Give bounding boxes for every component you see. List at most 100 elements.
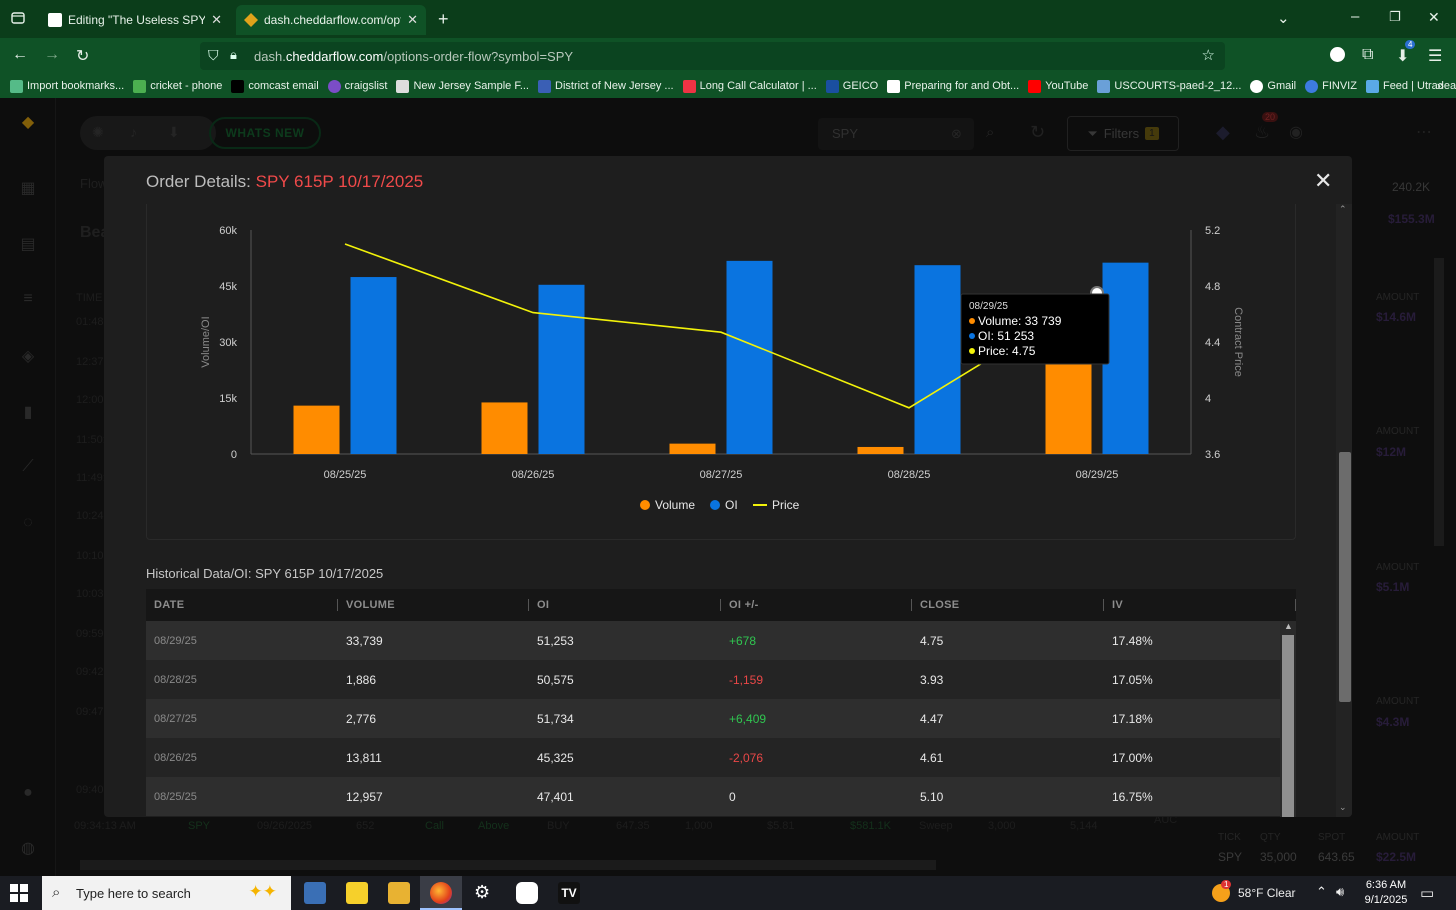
oi-bar[interactable] — [538, 284, 585, 454]
volume-bar[interactable] — [669, 443, 716, 454]
shield-icon[interactable]: ⛉ — [208, 47, 219, 63]
restore-button[interactable]: ❐ — [1389, 9, 1401, 24]
fire-icon[interactable]: ♨ — [1254, 122, 1271, 142]
user-icon[interactable]: ◍ — [21, 840, 35, 857]
firefox-taskbar-button[interactable] — [420, 876, 462, 910]
settings-gear-icon[interactable]: ⚙ — [474, 882, 491, 902]
bookmark-item[interactable]: Feed | Utradea — [1365, 79, 1456, 93]
close-tab-icon[interactable]: ✕ — [407, 12, 418, 27]
bookmark-item[interactable]: Import bookmarks... — [10, 79, 124, 93]
oi-bar[interactable] — [350, 277, 397, 454]
bookmark-item[interactable]: FINVIZ — [1305, 79, 1357, 93]
calculator-icon[interactable] — [304, 882, 326, 904]
bookmark-item[interactable]: craigslist — [327, 79, 387, 93]
bookmark-item[interactable]: YouTube — [1028, 79, 1088, 93]
line-chart-icon[interactable]: ⟋ — [22, 458, 34, 475]
calendar-icon[interactable]: ▤ — [20, 236, 36, 253]
oi-bar[interactable] — [726, 260, 773, 454]
bookmark-item[interactable]: Preparing for and Obt... — [887, 79, 1019, 93]
bookmark-item[interactable]: Long Call Calculator | ... — [682, 79, 817, 93]
oi-bar[interactable] — [1102, 262, 1149, 454]
volume-icon[interactable]: 🔊︎ — [1336, 884, 1345, 899]
eye-icon[interactable]: ◉ — [1289, 124, 1303, 141]
volume-bar[interactable] — [481, 402, 528, 454]
more-bookmarks-chevron-icon[interactable]: » — [1436, 78, 1444, 93]
bookmark-item[interactable]: USCOURTS-paed-2_12... — [1097, 79, 1241, 93]
window-close-button[interactable]: ✕ — [1428, 9, 1440, 25]
volume-bar[interactable] — [857, 446, 904, 454]
close-icon[interactable]: ✕ — [1314, 168, 1333, 193]
col-iv[interactable]: IV — [1104, 589, 1296, 621]
tradingview-icon[interactable]: TV — [558, 882, 580, 904]
sound-icon[interactable]: ♪ — [130, 124, 137, 140]
legend-item-volume[interactable]: Volume — [640, 498, 695, 512]
bg-horizontal-scrollbar[interactable] — [80, 860, 936, 870]
account-icon[interactable] — [1330, 47, 1345, 62]
more-options-icon[interactable]: ⋯ — [1416, 124, 1432, 141]
table-row[interactable]: 08/29/25 33,739 51,253 +678 4.75 17.48% — [146, 621, 1296, 660]
back-arrow-icon[interactable]: ← — [12, 46, 28, 63]
sticky-notes-icon[interactable] — [346, 882, 368, 904]
scroll-down-arrow-icon[interactable]: ⌄ — [1339, 802, 1347, 812]
app-icon[interactable] — [516, 882, 538, 904]
scroll-up-arrow-icon[interactable]: ⌃ — [1339, 204, 1347, 214]
col-date[interactable]: DATE — [146, 589, 338, 621]
forward-arrow-icon[interactable]: → — [44, 46, 60, 63]
table-scroll-thumb[interactable] — [1282, 635, 1294, 817]
volume-bar[interactable] — [293, 405, 340, 454]
windows-start-icon[interactable] — [10, 884, 28, 902]
notifications-icon[interactable]: ▭ — [1420, 885, 1435, 902]
table-row[interactable]: 08/26/25 13,811 45,325 -2,076 4.61 17.00… — [146, 738, 1296, 777]
modal-scroll-thumb[interactable] — [1339, 452, 1351, 702]
minimize-button[interactable]: – — [1351, 8, 1360, 25]
col-oi-change[interactable]: OI +/- — [721, 589, 912, 621]
list-icon[interactable]: ≡ — [23, 290, 33, 307]
tab-cheddarflow[interactable]: dash.cheddarflow.com/options- ✕ — [236, 5, 426, 35]
tab-overview-icon[interactable] — [10, 10, 26, 30]
taskbar-search-input[interactable]: ⌕ Type here to search ✦✦ — [42, 876, 291, 910]
list-tabs-chevron-icon[interactable]: ⌄ — [1277, 10, 1290, 27]
refresh-icon[interactable]: ↻ — [1030, 122, 1046, 142]
extensions-puzzle-icon[interactable]: ⧉ — [1362, 46, 1374, 63]
tab-editing-review[interactable]: Editing "The Useless SPY Review ✕ — [40, 5, 230, 35]
legend-item-oi[interactable]: OI — [710, 498, 738, 512]
bar-chart-icon[interactable]: ▮ — [23, 404, 33, 421]
url-bar[interactable]: ⛉ 🔒︎ dash. cheddarflow.com/options-order-… — [200, 42, 1225, 70]
reload-icon[interactable]: ↻ — [76, 48, 90, 65]
bookmark-item[interactable]: cricket - phone — [133, 79, 222, 93]
close-tab-icon[interactable]: ✕ — [211, 12, 222, 27]
table-scrollbar[interactable]: ▲ — [1280, 621, 1296, 817]
download-icon[interactable]: ⬇ — [168, 124, 180, 140]
tray-chevron-up-icon[interactable]: ⌃ — [1316, 884, 1327, 899]
clock[interactable]: 6:36 AM 9/1/2025 — [1356, 878, 1416, 908]
bookmark-star-icon[interactable]: ☆ — [1201, 47, 1215, 64]
lock-icon[interactable]: 🔒︎ — [230, 47, 237, 62]
menu-hamburger-icon[interactable]: ☰ — [1428, 48, 1443, 65]
bookmark-item[interactable]: Gmail — [1250, 79, 1296, 93]
search-icon[interactable]: ⌕ — [986, 124, 995, 141]
openai-icon[interactable]: ✺ — [92, 124, 104, 140]
col-close[interactable]: CLOSE — [912, 589, 1104, 621]
new-tab-button[interactable]: + — [438, 9, 449, 29]
bookmark-item[interactable]: GEICO — [825, 79, 878, 93]
table-row[interactable]: 08/27/25 2,776 51,734 +6,409 4.47 17.18% — [146, 699, 1296, 738]
layers-stack-icon[interactable]: ◆ — [1216, 122, 1230, 142]
layers-icon[interactable]: ◈ — [21, 348, 35, 365]
legend-item-price[interactable]: Price — [753, 498, 800, 512]
bookmark-item[interactable]: District of New Jersey ... — [538, 79, 674, 93]
table-row[interactable]: 08/25/25 12,957 47,401 0 5.10 16.75% — [146, 777, 1296, 816]
grid-icon[interactable]: ▦ — [20, 180, 36, 197]
filters-button[interactable]: ⏷ Filters 1 — [1067, 116, 1179, 151]
whats-new-button[interactable]: WHATS NEW — [209, 117, 321, 149]
scroll-up-arrow-icon[interactable]: ▲ — [1284, 621, 1293, 631]
clear-search-icon[interactable]: ⊗ — [951, 126, 962, 141]
oi-bar[interactable] — [914, 265, 961, 454]
col-oi[interactable]: OI — [529, 589, 721, 621]
bg-vertical-scrollbar[interactable] — [1434, 258, 1444, 546]
cheddarflow-logo-icon[interactable]: ◆ — [21, 114, 35, 131]
modal-scrollbar[interactable]: ⌃ ⌄ — [1336, 204, 1352, 817]
table-row[interactable]: 08/28/25 1,886 50,575 -1,159 3.93 17.05% — [146, 660, 1296, 699]
bookmark-item[interactable]: New Jersey Sample F... — [396, 79, 529, 93]
ticker-search-input[interactable]: SPY — [818, 118, 974, 150]
downloads-icon[interactable]: ⬇ 4 — [1396, 40, 1416, 66]
